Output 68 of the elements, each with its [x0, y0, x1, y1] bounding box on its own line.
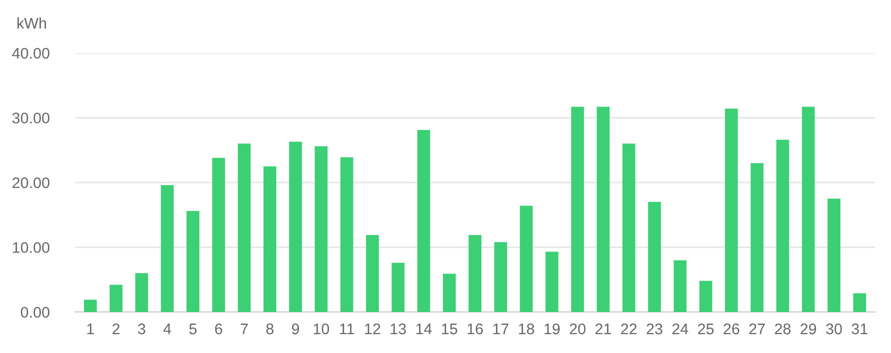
- x-tick-label: 28: [774, 324, 791, 334]
- x-tick-label: 21: [595, 324, 611, 334]
- y-tick-label: 10.00: [12, 242, 50, 253]
- bar: [135, 273, 148, 312]
- bar: [828, 198, 840, 312]
- bar: [186, 210, 200, 312]
- x-tick-label: 30: [826, 324, 842, 334]
- x-tick-label: 18: [518, 324, 534, 334]
- x-tick-label: 25: [698, 324, 714, 334]
- bar: [750, 163, 764, 312]
- bar: [263, 166, 276, 312]
- x-tick-label: 27: [749, 324, 765, 334]
- x-tick-label: 14: [416, 324, 432, 334]
- x-tick-label: 5: [189, 324, 197, 334]
- bar: [494, 242, 508, 312]
- bar: [392, 262, 404, 312]
- bar: [84, 300, 97, 312]
- y-axis-title: kWh: [17, 17, 46, 28]
- x-tick-label: 29: [800, 324, 816, 334]
- y-tick-label: 40.00: [12, 48, 50, 59]
- x-tick-label: 2: [112, 324, 120, 334]
- x-tick-label: 19: [544, 324, 560, 334]
- x-tick-label: 6: [215, 324, 222, 334]
- bar: [648, 202, 661, 312]
- x-tick-label: 8: [266, 324, 274, 334]
- bar: [699, 280, 712, 312]
- x-tick-label: 26: [724, 324, 740, 334]
- x-tick-label: 15: [442, 324, 458, 334]
- bar: [314, 146, 328, 312]
- bar: [520, 206, 533, 312]
- bar: [596, 106, 610, 312]
- bar: [853, 293, 866, 312]
- bar: [110, 284, 122, 312]
- bar: [289, 142, 302, 312]
- x-tick-label: 3: [138, 324, 146, 334]
- bar: [160, 185, 174, 312]
- bar: [366, 234, 379, 312]
- bar: [622, 144, 636, 312]
- x-tick-label: 17: [493, 324, 508, 334]
- x-tick-label: 7: [240, 324, 248, 334]
- bar: [340, 157, 354, 312]
- x-tick-label: 1: [87, 324, 94, 334]
- x-tick-label: 24: [672, 324, 688, 334]
- bar: [725, 108, 738, 312]
- bar: [546, 252, 558, 312]
- x-tick-label: 11: [340, 324, 354, 334]
- x-tick-label: 20: [570, 324, 586, 334]
- bar: [468, 234, 482, 312]
- bar: [802, 106, 815, 312]
- y-tick-label: 20.00: [12, 177, 50, 188]
- x-tick-label: 12: [365, 324, 380, 334]
- x-tick-label: 22: [621, 324, 637, 334]
- bar: [674, 260, 687, 312]
- x-tick-label: 16: [468, 324, 483, 334]
- x-tick-label: 4: [163, 324, 172, 334]
- bar: [776, 140, 790, 312]
- x-tick-label: 31: [852, 324, 868, 334]
- x-tick-label: 9: [292, 324, 300, 334]
- y-tick-label: 0.00: [20, 306, 50, 318]
- bar: [442, 274, 456, 312]
- bar: [238, 144, 251, 312]
- bar: [417, 130, 430, 312]
- x-tick-label: 10: [314, 324, 330, 334]
- y-tick-label: 30.00: [12, 112, 50, 124]
- bar: [212, 158, 225, 312]
- x-tick-label: 23: [646, 324, 662, 334]
- bar: [571, 106, 584, 312]
- x-tick-label: 13: [390, 324, 406, 334]
